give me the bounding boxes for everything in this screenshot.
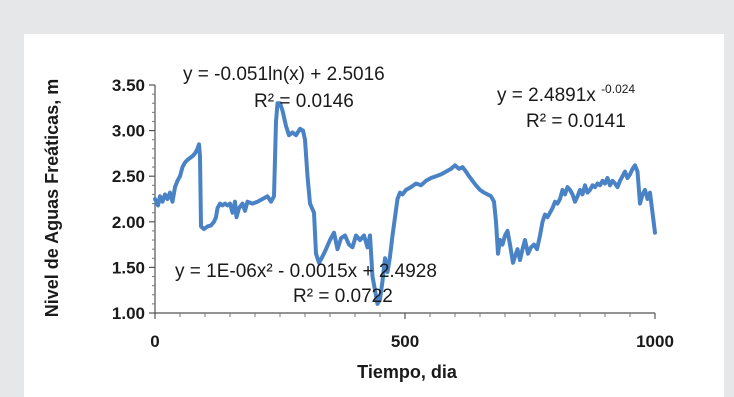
- y-tick-label: 3.00: [112, 122, 145, 141]
- trend-eq-poly: y = 1E-06x² - 0.0015x + 2.4928: [175, 261, 437, 282]
- series-layer: [153, 101, 657, 306]
- trend-eq-log: y = -0.051ln(x) + 2.5016: [183, 64, 385, 85]
- trend-r2-log: R² = 0.0146: [254, 91, 354, 112]
- x-tick-label: 1000: [636, 332, 674, 351]
- x-tick-group: 0 500 1000: [150, 313, 674, 351]
- x-minor-tick-group: [179, 313, 631, 317]
- trend-r2-poly: R² = 0.0722: [293, 286, 393, 307]
- y-tick-label: 1.00: [112, 304, 145, 323]
- trend-eq-power: y = 2.4891x -0.024: [497, 82, 635, 106]
- x-tick-label: 0: [150, 332, 159, 351]
- y-tick-label: 2.00: [112, 213, 145, 232]
- series-line-0: [153, 101, 657, 306]
- y-tick-label: 2.50: [112, 167, 145, 186]
- x-tick-label: 500: [391, 332, 419, 351]
- trend-r2-power: R² = 0.0141: [526, 111, 626, 132]
- y-tick-label: 1.50: [112, 258, 145, 277]
- plot-card: [24, 34, 724, 397]
- y-tick-group: 1.00 1.50 2.00 2.50 3.00 3.50: [112, 76, 155, 323]
- x-axis-title: Tiempo, dia: [357, 362, 458, 382]
- y-axis-title: Nivel de Aguas Freáticas, m: [42, 79, 62, 317]
- trend-eq-power-base: y = 2.4891x: [497, 85, 596, 106]
- y-tick-label: 3.50: [112, 76, 145, 95]
- trend-eq-power-exponent: -0.024: [601, 82, 635, 96]
